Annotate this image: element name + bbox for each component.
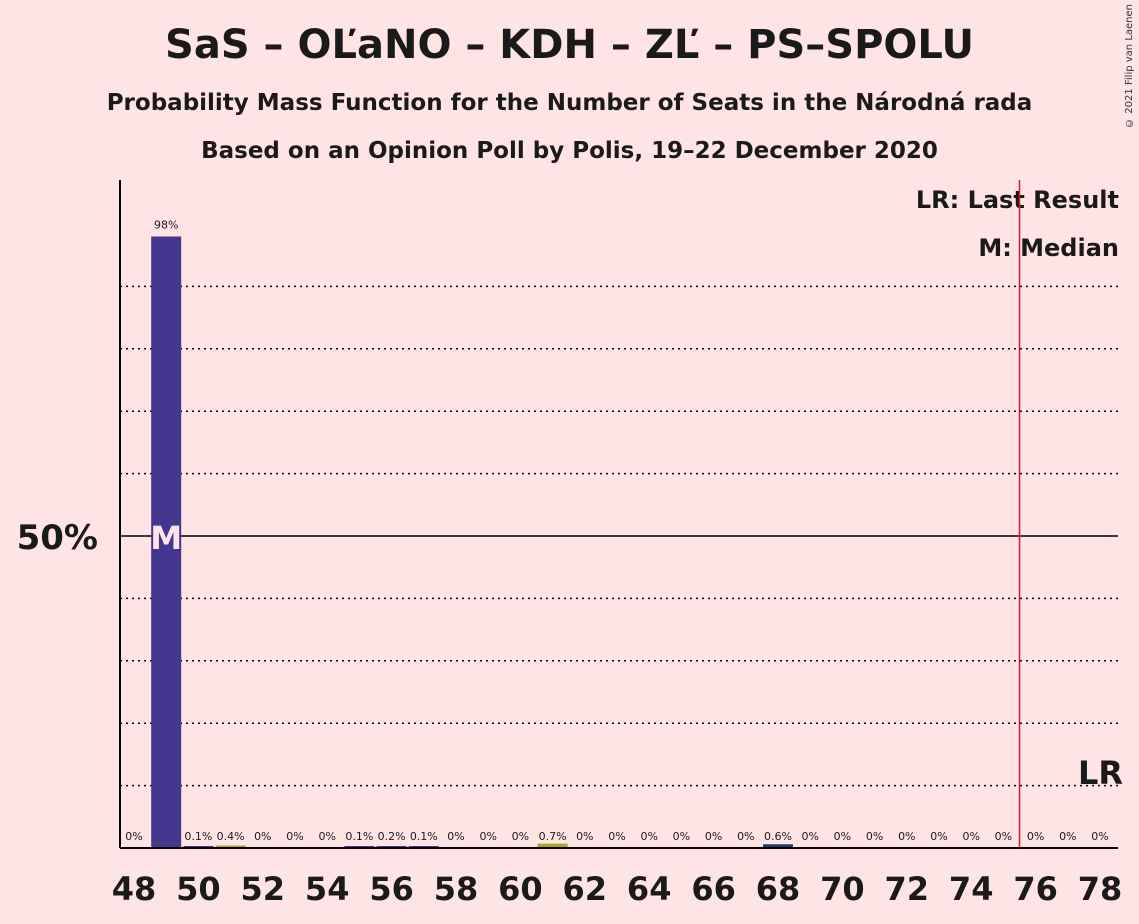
x-tick-label: 52 [241,870,286,908]
x-tick-label: 76 [1013,870,1058,908]
legend-last-result: LR: Last Result [915,186,1119,214]
chart-subtitle: Probability Mass Function for the Number… [106,90,1033,116]
x-tick-label: 54 [305,870,350,908]
bar [215,845,246,848]
bar-value-label: 0% [640,830,657,843]
x-tick-label: 56 [369,870,414,908]
median-marker: M [150,519,182,557]
legend-median: M: Median [978,234,1119,262]
bar-value-label: 0% [673,830,690,843]
bar-value-label: 98% [154,218,178,231]
bar-value-label: 0% [1091,830,1108,843]
bar [537,843,568,848]
x-tick-label: 74 [949,870,994,908]
last-result-marker: LR [1078,754,1123,792]
bar-value-label: 0% [608,830,625,843]
x-tick-label: 48 [112,870,157,908]
bar-value-label: 0% [318,830,335,843]
bar-value-label: 0% [254,830,271,843]
bar-value-label: 0% [866,830,883,843]
bar-value-label: 0% [1027,830,1044,843]
x-tick-label: 66 [691,870,736,908]
bar-value-label: 0% [834,830,851,843]
bar-value-label: 0% [479,830,496,843]
bar-value-label: 0% [930,830,947,843]
chart-title: SaS – OĽaNO – KDH – ZĽ – PS–SPOLU [165,22,974,68]
x-tick-label: 60 [498,870,543,908]
bar-value-label: 0% [962,830,979,843]
x-tick-label: 64 [627,870,672,908]
bar [763,844,793,848]
bar-value-label: 0.2% [378,830,406,843]
bar-value-label: 0% [1059,830,1076,843]
bar-value-label: 0.7% [539,830,567,843]
x-tick-label: 50 [176,870,221,908]
bar-value-label: 0% [512,830,529,843]
x-tick-label: 62 [563,870,608,908]
chart-subtitle-source: Based on an Opinion Poll by Polis, 19–22… [201,138,938,164]
bar-value-label: 0% [737,830,754,843]
bar-value-label: 0% [705,830,722,843]
y-tick-label: 50% [17,518,98,558]
x-tick-label: 68 [756,870,801,908]
bar-value-label: 0.4% [217,830,245,843]
bar-value-label: 0% [576,830,593,843]
x-tick-label: 58 [434,870,479,908]
bar-value-label: 0.6% [764,830,792,843]
bar-value-label: 0% [898,830,915,843]
bar-value-label: 0% [801,830,818,843]
bar [151,236,182,849]
bar-value-label: 0% [286,830,303,843]
bar-value-label: 0.1% [184,830,212,843]
bar-value-label: 0.1% [345,830,373,843]
bar-value-label: 0.1% [410,830,438,843]
bar-value-label: 0% [125,830,142,843]
x-tick-label: 78 [1078,870,1123,908]
bar-value-label: 0% [447,830,464,843]
bar-value-label: 0% [995,830,1012,843]
x-tick-label: 70 [820,870,865,908]
x-tick-label: 72 [885,870,930,908]
